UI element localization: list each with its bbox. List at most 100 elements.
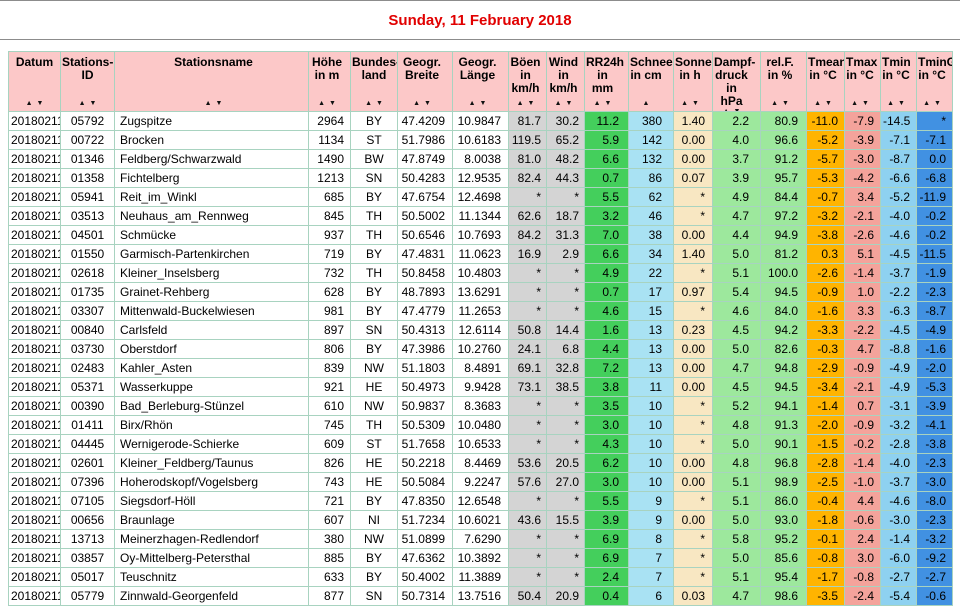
sort-desc-icon[interactable]: ▼ — [782, 100, 789, 107]
cell-breite: 50.5002 — [397, 206, 453, 226]
column-header-content: Bundes- land ▲ ▼ — [352, 56, 397, 108]
sort-asc-icon[interactable]: ▲ — [923, 100, 930, 107]
cell-sonne: * — [673, 529, 713, 549]
cell-datum: 20180211 — [8, 472, 61, 492]
sort-asc-icon[interactable]: ▲ — [771, 100, 778, 107]
cell-dampf: 5.4 — [712, 282, 761, 302]
sort-asc-icon[interactable]: ▲ — [204, 100, 212, 107]
column-label-laenge: Geogr. Länge — [458, 55, 497, 82]
cell-tming: -3.9 — [916, 396, 953, 416]
sort-asc-icon[interactable]: ▲ — [851, 100, 858, 107]
sort-desc-icon[interactable]: ▼ — [424, 100, 431, 107]
cell-tming: -2.3 — [916, 510, 953, 530]
sort-desc-icon[interactable]: ▼ — [934, 100, 941, 107]
column-header-name: Stationsname ▲ ▼ — [114, 51, 309, 112]
sort-desc-icon[interactable]: ▼ — [215, 100, 223, 107]
column-header-content: Tmin in °C ▲ ▼ — [882, 55, 911, 108]
cell-name: Meinerzhagen-Redlendorf — [114, 529, 309, 549]
sort-asc-icon[interactable]: ▲ — [365, 100, 372, 107]
sort-asc-icon[interactable]: ▲ — [887, 100, 894, 107]
cell-tmax: -2.2 — [844, 320, 881, 340]
cell-schnee: 34 — [628, 244, 674, 264]
sort-desc-icon[interactable]: ▼ — [36, 100, 44, 107]
cell-relf: 93.0 — [760, 510, 807, 530]
sort-desc-icon[interactable]: ▼ — [565, 100, 573, 107]
column-label-tmin: Tmin in °C — [882, 55, 911, 82]
sort-controls-tmin: ▲ ▼ — [882, 100, 910, 107]
column-header-tmax: Tmax in °C ▲ ▼ — [844, 51, 881, 112]
cell-stations_id: 01550 — [60, 244, 115, 264]
sort-desc-icon[interactable]: ▼ — [376, 100, 383, 107]
cell-tmax: -0.6 — [844, 510, 881, 530]
cell-hoehe: 937 — [308, 225, 351, 245]
cell-relf: 91.2 — [760, 149, 807, 169]
sort-asc-icon[interactable]: ▲ — [681, 100, 688, 107]
cell-datum: 20180211 — [8, 586, 61, 606]
cell-rr24h: 3.0 — [584, 472, 629, 492]
cell-schnee: 10 — [628, 434, 674, 454]
cell-name: Feldberg/Schwarzwald — [114, 149, 309, 169]
cell-rr24h: 5.5 — [584, 187, 629, 207]
sort-desc-icon[interactable]: ▼ — [479, 100, 487, 107]
column-label-datum: Datum — [15, 55, 54, 69]
column-header-content: Wind in km/h ▲ ▼ — [548, 56, 579, 108]
cell-breite: 51.7658 — [397, 434, 453, 454]
cell-breite: 47.4779 — [397, 301, 453, 321]
cell-hoehe: 745 — [308, 415, 351, 435]
sort-asc-icon[interactable]: ▲ — [814, 100, 821, 107]
cell-sonne: * — [673, 434, 713, 454]
cell-tmax: -0.9 — [844, 358, 881, 378]
cell-schnee: 9 — [628, 510, 674, 530]
cell-land: BY — [350, 187, 398, 207]
cell-tmin: -4.5 — [880, 320, 917, 340]
sort-desc-icon[interactable]: ▼ — [898, 100, 905, 107]
sort-desc-icon[interactable]: ▼ — [825, 100, 832, 107]
cell-tming: * — [916, 111, 953, 131]
sort-asc-icon[interactable]: ▲ — [722, 108, 730, 112]
cell-wind: * — [546, 396, 585, 416]
sort-desc-icon[interactable]: ▼ — [692, 100, 699, 107]
cell-wind: * — [546, 491, 585, 511]
cell-laenge: 11.1344 — [452, 206, 509, 226]
cell-land: SN — [350, 320, 398, 340]
cell-tmean: -3.4 — [806, 377, 845, 397]
cell-hoehe: 897 — [308, 320, 351, 340]
sort-desc-icon[interactable]: ▼ — [604, 100, 612, 107]
sort-asc-icon[interactable]: ▲ — [413, 100, 420, 107]
cell-dampf: 4.4 — [712, 225, 761, 245]
sort-asc-icon[interactable]: ▲ — [468, 100, 476, 107]
column-label-stations_id: Stations- ID — [62, 55, 114, 82]
sort-desc-icon[interactable]: ▼ — [862, 100, 869, 107]
cell-tmin: -1.4 — [880, 529, 917, 549]
sort-asc-icon[interactable]: ▲ — [593, 100, 601, 107]
sort-desc-icon[interactable]: ▼ — [329, 100, 336, 107]
cell-land: BY — [350, 567, 398, 587]
cell-sonne: 0.03 — [673, 586, 713, 606]
sort-asc-icon[interactable]: ▲ — [318, 100, 325, 107]
sort-asc-icon[interactable]: ▲ — [25, 100, 33, 107]
sort-desc-icon[interactable]: ▼ — [733, 108, 741, 112]
cell-tmax: -1.4 — [844, 263, 881, 283]
sort-asc-icon[interactable]: ▲ — [516, 100, 524, 107]
sort-desc-icon[interactable]: ▼ — [89, 100, 97, 107]
sort-desc-icon[interactable]: ▼ — [527, 100, 535, 107]
cell-relf: 97.2 — [760, 206, 807, 226]
cell-sonne: 0.00 — [673, 149, 713, 169]
cell-wind: 6.8 — [546, 339, 585, 359]
cell-tming: -3.0 — [916, 472, 953, 492]
cell-schnee: 15 — [628, 301, 674, 321]
sort-asc-icon[interactable]: ▲ — [642, 100, 650, 107]
cell-boeen: * — [508, 263, 547, 283]
cell-tming: -3.8 — [916, 434, 953, 454]
cell-hoehe: 981 — [308, 301, 351, 321]
cell-relf: 90.1 — [760, 434, 807, 454]
cell-boeen: * — [508, 529, 547, 549]
column-label-sonne: Sonne in h — [675, 55, 712, 82]
sort-asc-icon[interactable]: ▲ — [78, 100, 86, 107]
column-header-content: rel.F. in % ▲ ▼ — [762, 56, 798, 108]
cell-tmax: 3.4 — [844, 187, 881, 207]
sort-asc-icon[interactable]: ▲ — [554, 100, 562, 107]
cell-dampf: 5.0 — [712, 434, 761, 454]
cell-boeen: * — [508, 396, 547, 416]
column-header-relf: rel.F. in % ▲ ▼ — [760, 51, 807, 112]
